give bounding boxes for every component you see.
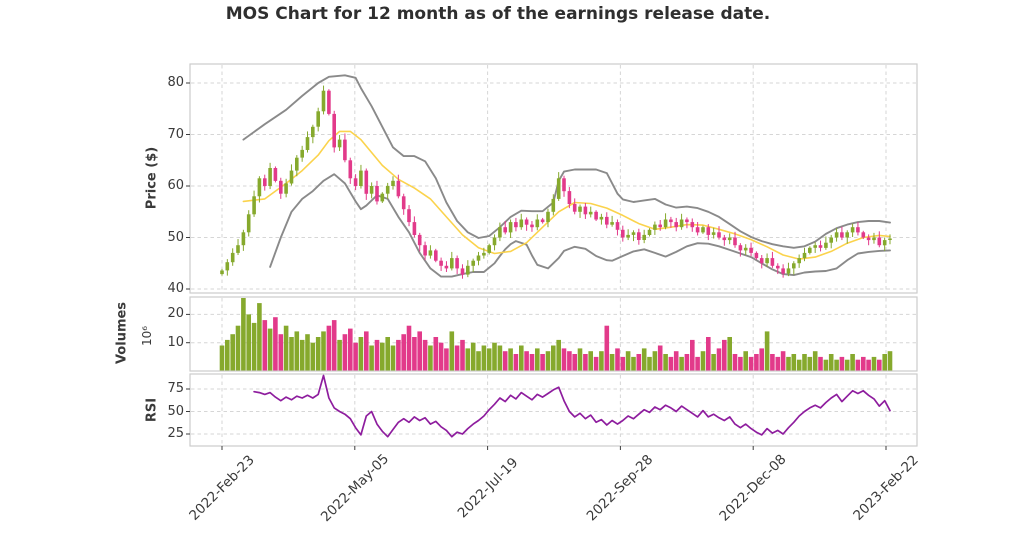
volume-panel-tick-marks [186, 313, 190, 344]
y-tick-label: 60 [167, 178, 184, 193]
moving-average-line [242, 130, 891, 260]
y-tick-label: 75 [167, 381, 184, 396]
candlesticks [220, 85, 892, 279]
y-tick-label: 20 [167, 306, 184, 322]
rsi-panel-tick-marks [186, 388, 887, 450]
y-tick-label: 50 [167, 403, 184, 419]
rsi-panel-gridlines [191, 375, 916, 445]
bollinger-upper-band-line [242, 74, 891, 249]
price-panel-tick-marks [186, 82, 190, 290]
price-panel-frame [189, 63, 918, 294]
y-tick-label: 50 [167, 229, 184, 245]
y-tick-label: 80 [167, 75, 184, 90]
y-tick-label: 40 [167, 281, 184, 296]
rsi-line [253, 374, 891, 438]
y-tick-label: 70 [167, 126, 184, 142]
y-tick-label: 10 [167, 334, 184, 350]
volume-axis-label: Volumes [114, 301, 130, 365]
y-tick-label: 25 [167, 426, 184, 441]
chart-title: MOS Chart for 12 month as of the earning… [225, 4, 771, 24]
volume-bars [219, 298, 893, 371]
